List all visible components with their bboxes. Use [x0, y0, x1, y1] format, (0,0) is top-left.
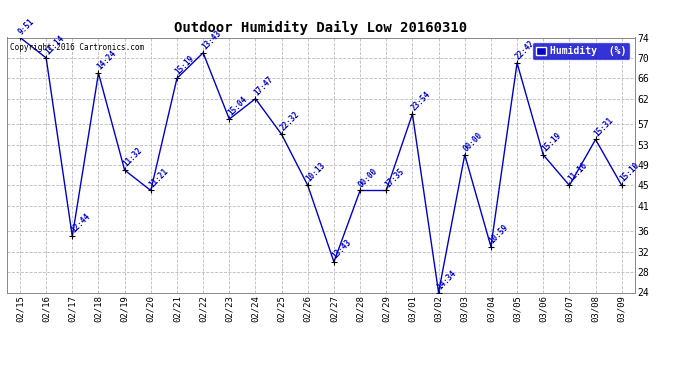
Text: 00:00: 00:00	[462, 130, 484, 153]
Text: 15:10: 15:10	[618, 161, 641, 184]
Text: 22:42: 22:42	[514, 39, 537, 62]
Text: 17:47: 17:47	[253, 75, 275, 97]
Text: 13:43: 13:43	[331, 238, 353, 260]
Text: 15:19: 15:19	[540, 130, 563, 153]
Text: 15:19: 15:19	[174, 54, 197, 77]
Text: 11:16: 11:16	[566, 161, 589, 184]
Text: 11:21: 11:21	[148, 166, 170, 189]
Text: 11:14: 11:14	[43, 34, 66, 56]
Text: 13:43: 13:43	[200, 28, 223, 51]
Title: Outdoor Humidity Daily Low 20160310: Outdoor Humidity Daily Low 20160310	[175, 21, 467, 35]
Text: 14:24: 14:24	[95, 49, 118, 72]
Text: 14:34: 14:34	[435, 268, 458, 291]
Text: 12:44: 12:44	[69, 212, 92, 235]
Text: 9:51: 9:51	[17, 16, 36, 36]
Text: 23:54: 23:54	[409, 90, 432, 112]
Text: Copyright 2016 Cartronics.com: Copyright 2016 Cartronics.com	[10, 43, 144, 52]
Text: 00:00: 00:00	[357, 166, 380, 189]
Text: 22:32: 22:32	[278, 110, 301, 133]
Text: 10:59: 10:59	[488, 222, 511, 245]
Legend: Humidity  (%): Humidity (%)	[532, 42, 630, 60]
Text: 10:13: 10:13	[304, 161, 327, 184]
Text: 15:31: 15:31	[592, 115, 615, 138]
Text: 17:35: 17:35	[383, 166, 406, 189]
Text: 11:32: 11:32	[121, 146, 144, 169]
Text: 15:04: 15:04	[226, 95, 249, 118]
